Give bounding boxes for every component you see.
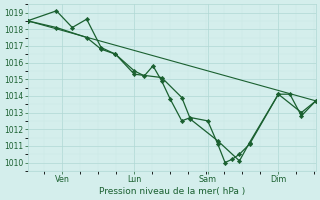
X-axis label: Pression niveau de la mer( hPa ): Pression niveau de la mer( hPa ) [99, 187, 245, 196]
